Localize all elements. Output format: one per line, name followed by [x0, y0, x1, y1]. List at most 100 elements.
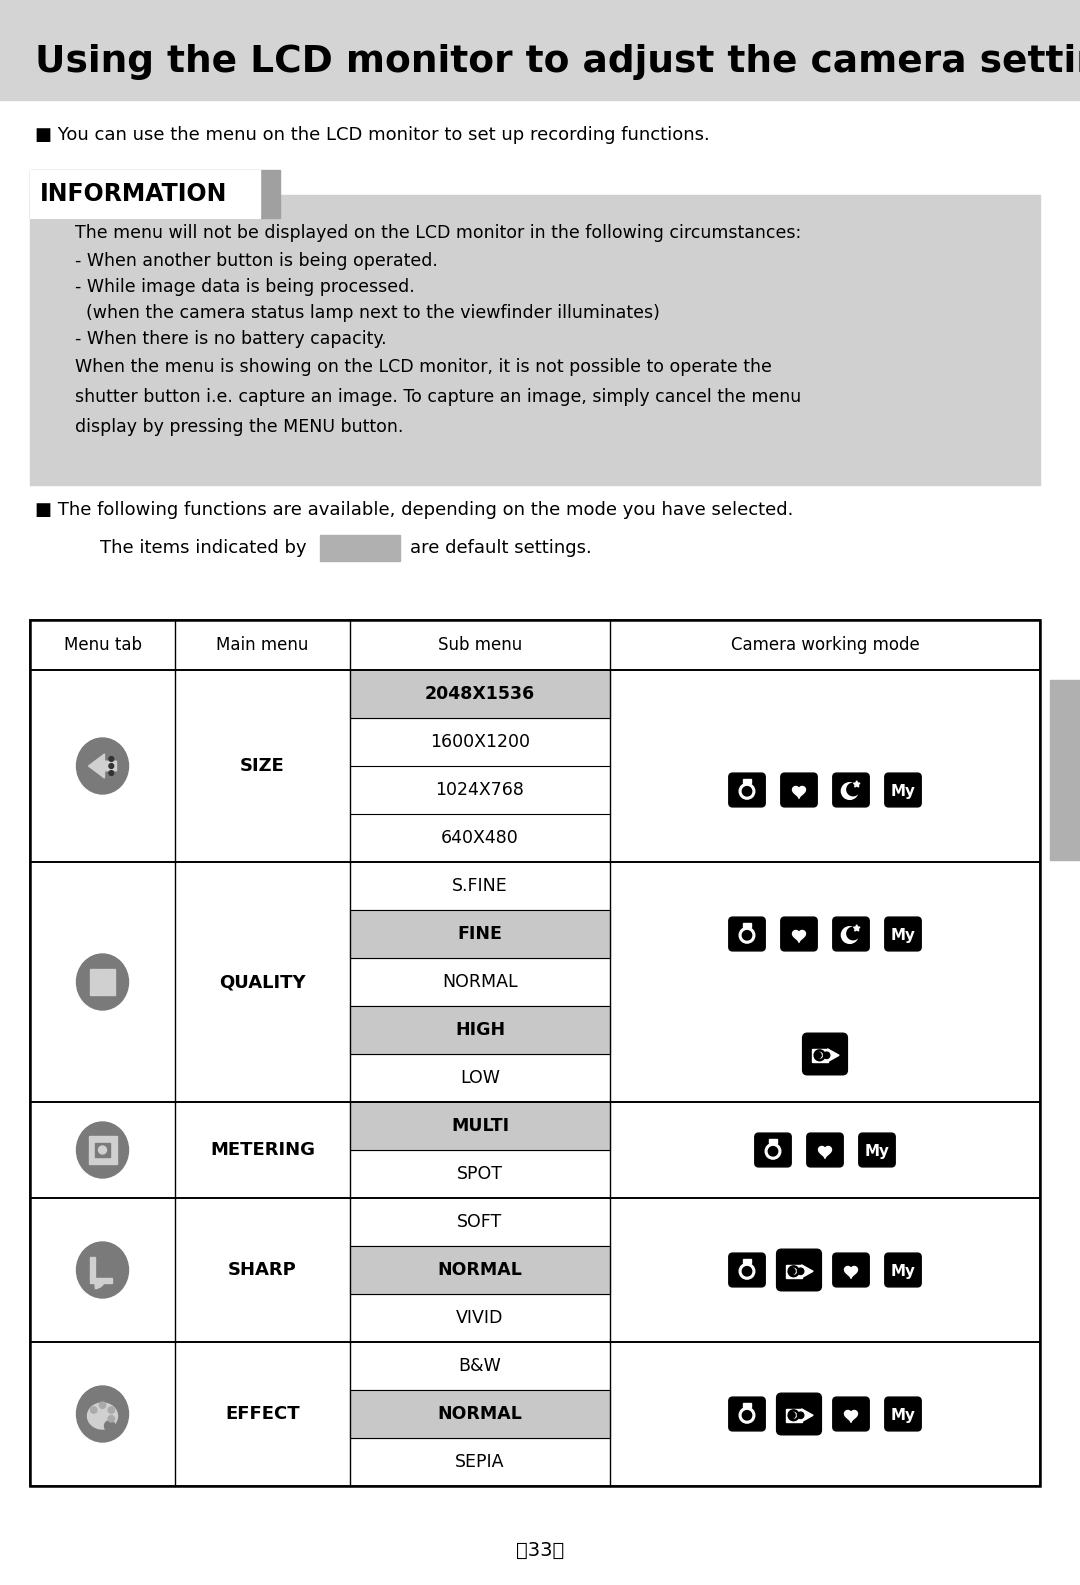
Text: My: My	[891, 1407, 916, 1423]
Polygon shape	[801, 1265, 813, 1278]
FancyBboxPatch shape	[802, 1033, 848, 1075]
Text: INFORMATION: INFORMATION	[40, 182, 228, 206]
Bar	[30, 862, 1040, 1102]
FancyBboxPatch shape	[859, 1133, 895, 1167]
Bar	[30, 1342, 1040, 1487]
Text: shutter button i.e. capture an image. To capture an image, simply cancel the men: shutter button i.e. capture an image. To…	[75, 388, 801, 406]
Bar	[350, 1246, 610, 1293]
Text: - When there is no battery capacity.: - When there is no battery capacity.	[75, 330, 387, 349]
Text: ■ The following functions are available, depending on the mode you have selected: ■ The following functions are available,…	[35, 501, 794, 518]
Circle shape	[108, 1407, 114, 1414]
Text: Main menu: Main menu	[216, 636, 309, 655]
Circle shape	[841, 927, 858, 943]
Polygon shape	[819, 1146, 832, 1159]
Text: - While image data is being processed.: - While image data is being processed.	[75, 277, 415, 296]
Bar	[90, 968, 97, 978]
FancyBboxPatch shape	[833, 773, 869, 807]
Circle shape	[841, 783, 858, 799]
Text: HIGH: HIGH	[455, 1021, 505, 1040]
Bar	[95, 1143, 110, 1157]
Text: display by pressing the MENU button.: display by pressing the MENU button.	[75, 418, 403, 436]
Bar	[350, 1102, 610, 1151]
Bar	[30, 620, 1040, 1487]
Text: The menu will not be displayed on the LCD monitor in the following circumstances: The menu will not be displayed on the LC…	[75, 223, 801, 243]
Bar	[30, 670, 1040, 862]
Text: When the menu is showing on the LCD monitor, it is not possible to operate the: When the menu is showing on the LCD moni…	[75, 358, 772, 376]
Text: QUALITY: QUALITY	[219, 973, 306, 991]
Bar	[90, 987, 97, 995]
Text: LOW: LOW	[460, 1068, 500, 1087]
Ellipse shape	[77, 1385, 129, 1442]
Circle shape	[739, 1407, 755, 1423]
Text: My: My	[891, 785, 916, 799]
Bar	[30, 670, 1040, 862]
Bar	[30, 195, 1040, 485]
Circle shape	[742, 1266, 752, 1276]
FancyBboxPatch shape	[729, 1254, 766, 1287]
Bar	[743, 922, 751, 927]
Polygon shape	[801, 1409, 813, 1422]
Text: 2048X1536: 2048X1536	[424, 685, 535, 704]
FancyBboxPatch shape	[807, 1133, 843, 1167]
Ellipse shape	[77, 739, 129, 794]
Circle shape	[766, 1143, 781, 1159]
FancyBboxPatch shape	[729, 918, 766, 951]
FancyBboxPatch shape	[755, 1133, 792, 1167]
Bar	[30, 1342, 1040, 1487]
Bar	[769, 1138, 777, 1143]
Circle shape	[816, 1052, 823, 1059]
FancyBboxPatch shape	[729, 1396, 766, 1431]
Bar	[785, 1409, 801, 1422]
Ellipse shape	[77, 1122, 129, 1178]
Circle shape	[109, 764, 113, 769]
Text: S.FINE: S.FINE	[453, 877, 508, 896]
Bar	[30, 170, 280, 219]
Bar	[1050, 680, 1080, 861]
Bar	[811, 1049, 827, 1062]
Bar	[30, 1198, 1040, 1342]
Polygon shape	[845, 1266, 858, 1278]
Circle shape	[739, 783, 755, 799]
Text: NORMAL: NORMAL	[442, 973, 517, 991]
Circle shape	[98, 1146, 107, 1154]
Bar	[30, 1102, 1040, 1198]
Polygon shape	[827, 1049, 839, 1062]
Circle shape	[742, 1411, 752, 1420]
Circle shape	[109, 770, 113, 775]
FancyBboxPatch shape	[729, 773, 766, 807]
FancyBboxPatch shape	[777, 1393, 822, 1434]
Text: My: My	[891, 929, 916, 943]
Text: SIZE: SIZE	[240, 758, 285, 775]
Polygon shape	[793, 930, 806, 941]
Text: SOFT: SOFT	[457, 1213, 502, 1232]
FancyBboxPatch shape	[885, 1396, 921, 1431]
Ellipse shape	[77, 1243, 129, 1298]
Bar	[350, 910, 610, 957]
Circle shape	[739, 927, 755, 943]
Text: Camera working mode: Camera working mode	[731, 636, 919, 655]
Circle shape	[742, 930, 752, 940]
Circle shape	[797, 1412, 804, 1419]
Text: ■ You can use the menu on the LCD monitor to set up recording functions.: ■ You can use the menu on the LCD monito…	[35, 125, 710, 144]
FancyBboxPatch shape	[833, 1396, 869, 1431]
FancyBboxPatch shape	[777, 1249, 822, 1290]
Bar	[30, 620, 1040, 670]
Text: VIVID: VIVID	[457, 1309, 503, 1327]
Text: 〆33〇: 〆33〇	[516, 1541, 564, 1560]
Text: Using the LCD monitor to adjust the camera settings: Using the LCD monitor to adjust the came…	[35, 44, 1080, 79]
Text: NORMAL: NORMAL	[437, 1262, 523, 1279]
Circle shape	[788, 1268, 795, 1274]
Circle shape	[739, 1263, 755, 1279]
Text: Menu tab: Menu tab	[64, 636, 141, 655]
Circle shape	[788, 1409, 799, 1420]
Bar	[90, 1278, 111, 1282]
Bar	[350, 1390, 610, 1438]
Bar	[90, 1257, 95, 1279]
Circle shape	[742, 786, 752, 796]
Text: B&W: B&W	[459, 1357, 501, 1376]
Text: My: My	[865, 1144, 890, 1159]
Text: SEPIA: SEPIA	[456, 1453, 504, 1471]
Bar	[107, 978, 116, 986]
Text: NORMAL: NORMAL	[437, 1404, 523, 1423]
Circle shape	[91, 1407, 97, 1414]
